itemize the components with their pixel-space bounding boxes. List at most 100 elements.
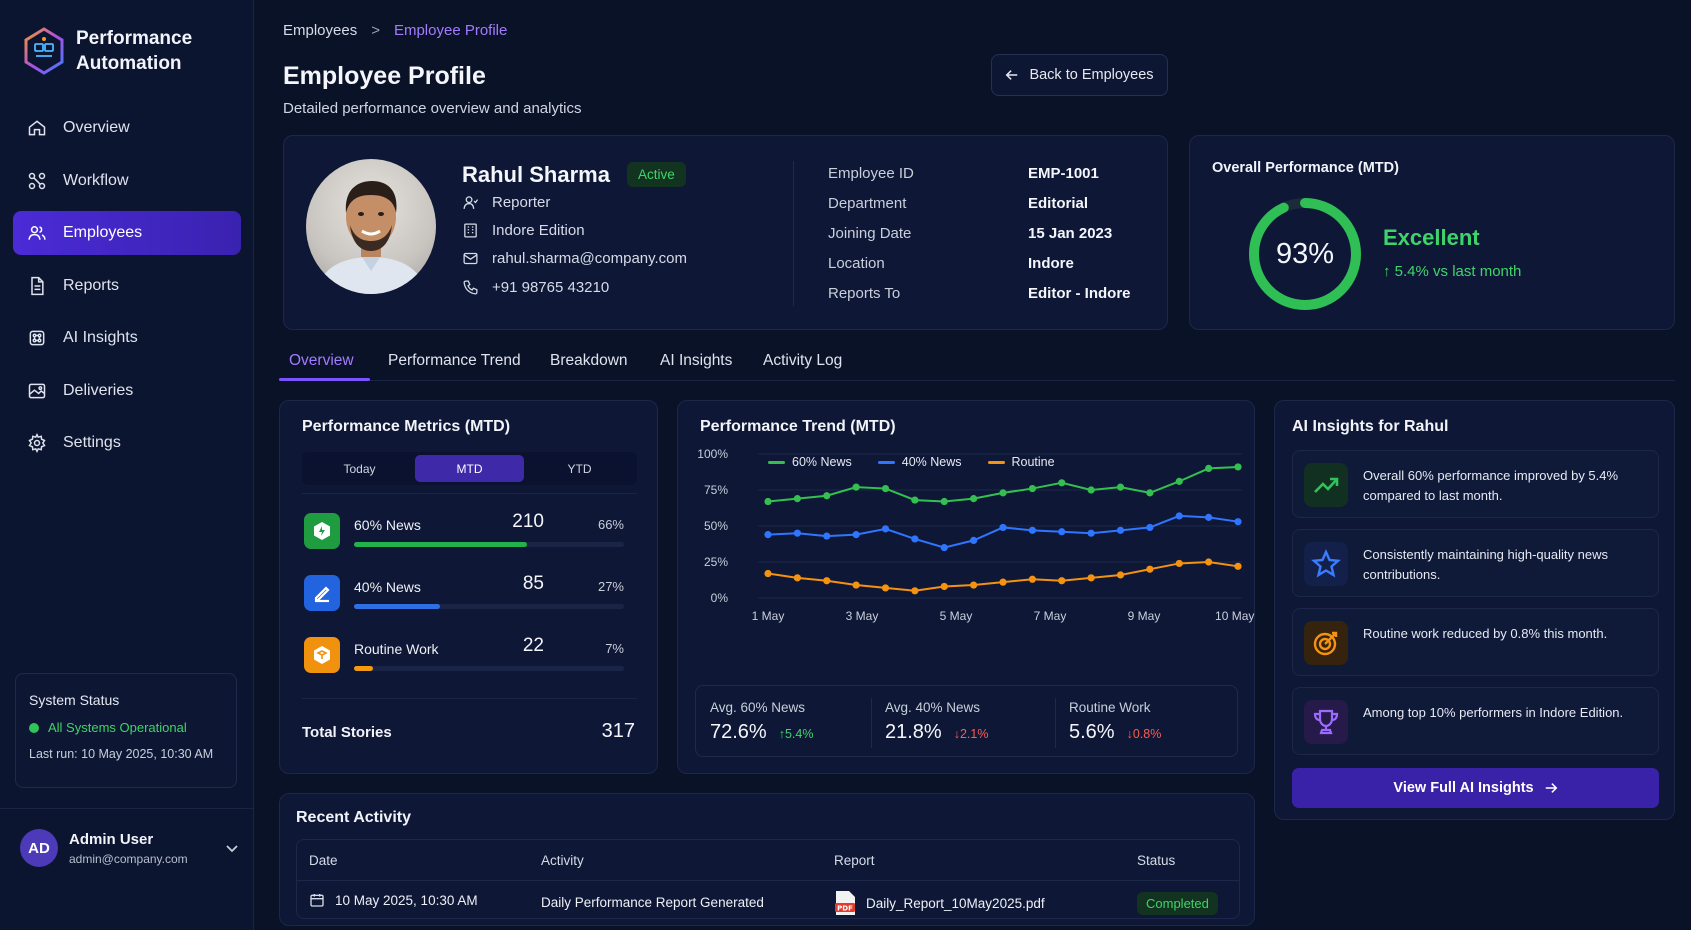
y-tick-label: 25% xyxy=(704,555,728,569)
metric-value: 22 xyxy=(522,635,544,656)
arrow-left-icon xyxy=(1006,70,1018,80)
back-to-employees-button[interactable]: Back to Employees xyxy=(991,54,1168,96)
sidebar-item-reports[interactable]: Reports xyxy=(13,264,241,308)
tab-breakdown[interactable]: Breakdown xyxy=(550,352,628,369)
performance-ring xyxy=(1249,198,1361,310)
data-point xyxy=(999,523,1007,532)
data-point xyxy=(823,577,831,585)
metric-label: 60% News xyxy=(354,517,421,533)
overall-delta-text: 5.4% vs last month xyxy=(1394,263,1522,280)
user-email: admin@company.com xyxy=(69,851,188,866)
sidebar-item-settings[interactable]: Settings xyxy=(13,421,241,465)
data-point xyxy=(764,497,772,506)
period-mtd-button[interactable]: MTD xyxy=(415,455,524,482)
y-tick-label: 75% xyxy=(704,483,728,497)
metric-progress-fill xyxy=(354,604,441,609)
metric-row-routine-work: Routine Work 22 7% xyxy=(304,635,639,675)
tab-overview[interactable]: Overview xyxy=(289,352,354,369)
active-tab-indicator xyxy=(279,378,370,381)
column-header-activity: Activity xyxy=(541,853,584,868)
data-point xyxy=(823,532,831,540)
data-point xyxy=(970,495,978,503)
chart-legend: 60% News 40% News Routine xyxy=(768,455,1055,469)
box-icon xyxy=(304,637,340,673)
x-tick-label: 5 May xyxy=(940,609,973,623)
users-icon xyxy=(28,226,46,240)
user-icon xyxy=(463,196,479,209)
divider xyxy=(1055,698,1056,748)
status-badge: Active xyxy=(627,162,686,187)
chevron-down-icon[interactable] xyxy=(224,840,240,856)
breadcrumb-current: Employee Profile xyxy=(393,22,508,39)
report-file-link[interactable]: Daily_Report_10May2025.pdf xyxy=(866,895,1045,911)
ai-insight-text: Overall 60% performance improved by 5.4%… xyxy=(1363,468,1619,503)
trend-line-chart: 100% 75% 50% 25% 0% 1 May 3 May 5 May 7 May 9 May… xyxy=(697,447,1254,623)
data-point xyxy=(852,483,860,491)
employee-name: Rahul Sharma xyxy=(462,162,610,187)
legend-item-routine[interactable]: Routine xyxy=(987,455,1055,469)
field-key: Joining Date xyxy=(828,225,912,242)
metric-value: 85 xyxy=(522,573,544,594)
overall-rating: Excellent xyxy=(1383,225,1480,250)
employee-phone-text[interactable]: +91 98765 43210 xyxy=(492,279,610,296)
data-point xyxy=(1205,513,1213,521)
trend-summary-stats: Avg. 60% News 72.6% ↑5.4% Avg. 40% News 2… xyxy=(695,685,1238,757)
period-ytd-button[interactable]: YTD xyxy=(567,461,592,476)
breadcrumb-separator: > xyxy=(371,22,380,39)
tab-activity-log[interactable]: Activity Log xyxy=(763,352,843,369)
sidebar-item-employees[interactable]: Employees xyxy=(13,211,241,255)
stat-routine-work: Routine Work 5.6% ↓0.8% xyxy=(1069,700,1161,744)
metric-progress-fill xyxy=(354,666,373,671)
performance-metrics-card: Performance Metrics (MTD) Today MTD YTD … xyxy=(279,400,658,774)
metrics-title: Performance Metrics (MTD) xyxy=(302,418,511,435)
tab-ai-insights[interactable]: AI Insights xyxy=(660,352,733,369)
y-tick-label: 100% xyxy=(697,447,728,461)
divider xyxy=(302,493,637,494)
sidebar-item-workflow[interactable]: Workflow xyxy=(13,159,241,203)
data-point xyxy=(940,497,948,506)
sidebar-item-deliveries[interactable]: Deliveries xyxy=(13,369,241,413)
overall-performance-card: Overall Performance (MTD) 93% Excellent … xyxy=(1189,135,1675,330)
news-icon xyxy=(304,513,340,549)
stat-label: Routine Work xyxy=(1069,700,1151,715)
employee-email-text[interactable]: rahul.sharma@company.com xyxy=(492,250,688,267)
series-line-3 xyxy=(767,560,1239,592)
legend-item-60-news[interactable]: 60% News xyxy=(768,455,852,469)
divider xyxy=(302,698,637,699)
user-menu[interactable]: AD Admin User admin@company.com xyxy=(20,829,240,867)
field-joining-date: Joining Date 15 Jan 2023 xyxy=(828,225,1148,242)
stat-label: Avg. 40% News xyxy=(885,700,981,715)
overall-score: 93% xyxy=(1275,237,1335,270)
ai-insight-item: Among top 10% performers in Indore Editi… xyxy=(1292,687,1659,755)
column-header-report: Report xyxy=(834,853,875,868)
ai-button-label: View Full AI Insights xyxy=(1393,780,1534,796)
y-tick-label: 50% xyxy=(704,519,728,533)
sidebar-item-label: Reports xyxy=(63,276,120,294)
legend-item-40-news[interactable]: 40% News xyxy=(877,455,962,469)
legend-label: 40% News xyxy=(901,455,962,469)
sidebar-item-overview[interactable]: Overview xyxy=(13,106,241,150)
sidebar-item-label: Employees xyxy=(63,224,143,241)
target-icon xyxy=(1304,621,1348,665)
view-full-ai-insights-button[interactable]: View Full AI Insights xyxy=(1292,768,1659,808)
sidebar-item-ai-insights[interactable]: AI Insights xyxy=(13,316,241,360)
user-info: Admin User admin@company.com xyxy=(69,831,188,866)
breadcrumb-employees[interactable]: Employees xyxy=(283,22,358,39)
sidebar: Performance Automation Overview Workflow… xyxy=(0,0,254,930)
brand[interactable]: Performance Automation xyxy=(24,26,236,76)
data-point xyxy=(1087,574,1095,582)
data-point xyxy=(1028,575,1036,583)
data-point xyxy=(940,544,948,552)
gear-icon xyxy=(28,433,46,453)
field-key: Department xyxy=(828,195,907,212)
metric-progress-fill xyxy=(354,542,527,547)
ai-insight-item: Routine work reduced by 0.8% this month. xyxy=(1292,608,1659,676)
divider xyxy=(871,698,872,748)
period-today-button[interactable]: Today xyxy=(343,461,376,476)
tab-performance-trend[interactable]: Performance Trend xyxy=(388,352,521,369)
performance-trend-card: Performance Trend (MTD) 60% News 40% New… xyxy=(677,400,1255,774)
sidebar-item-label: Settings xyxy=(63,434,121,451)
building-icon xyxy=(464,223,477,238)
sidebar-item-label: Overview xyxy=(63,119,130,136)
profile-card: Rahul Sharma Active Reporter Indore Edit… xyxy=(283,135,1168,330)
